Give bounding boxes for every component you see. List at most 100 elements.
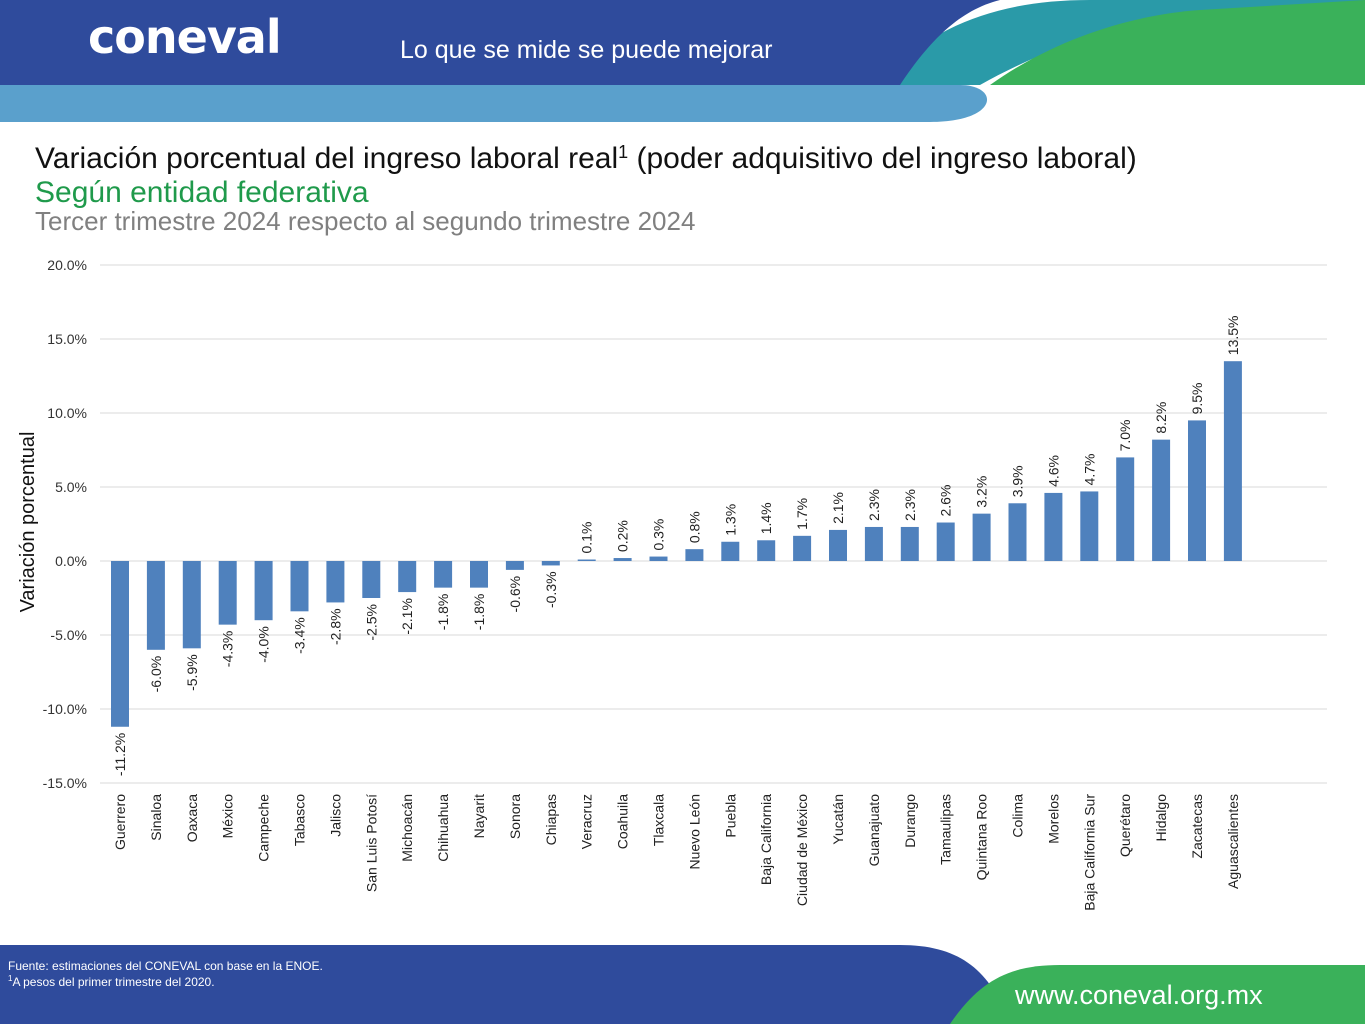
x-tick-label: Michoacán: [399, 794, 415, 862]
bar: [1223, 361, 1242, 561]
chart-subtitle: Según entidad federativa: [35, 176, 369, 209]
x-tick-label: México: [220, 794, 236, 839]
bar: [864, 526, 883, 561]
x-tick-label: Tlaxcala: [651, 794, 667, 846]
value-label: -2.1%: [399, 598, 415, 635]
x-tick-label: Yucatán: [830, 794, 846, 845]
bar: [1152, 439, 1171, 561]
x-tick-label: San Luis Potosí: [363, 794, 379, 892]
bar: [1116, 457, 1135, 561]
y-tick-label: -10.0%: [43, 701, 87, 717]
y-tick-label: 0.0%: [55, 553, 87, 569]
grid-lines: [100, 264, 1327, 784]
x-tick-label: Ciudad de México: [794, 794, 810, 906]
bar: [1044, 492, 1063, 561]
chart-title: Variación porcentual del ingreso laboral…: [35, 142, 1137, 176]
tagline: Lo que se mide se puede mejorar: [400, 36, 773, 64]
value-label: 3.2%: [974, 476, 990, 508]
x-tick-label: Tamaulipas: [938, 794, 954, 865]
bar: [721, 541, 740, 561]
bar: [1008, 503, 1027, 561]
bars: [111, 361, 1242, 727]
footnote-text: A pesos del primer trimestre del 2020.: [12, 975, 215, 989]
value-label: 2.3%: [866, 489, 882, 521]
bar: [434, 561, 453, 588]
bar: [936, 522, 955, 561]
value-label: 2.3%: [902, 489, 918, 521]
bar: [398, 561, 417, 593]
x-tick-label: Sonora: [507, 794, 523, 839]
x-axis-labels: Guerrero Sinaloa Oaxaca México Campeche Tabas…: [112, 794, 1241, 911]
value-label: 7.0%: [1117, 419, 1133, 451]
value-label: -0.3%: [543, 571, 559, 608]
chart-title-suffix: (poder adquisitivo del ingreso laboral): [628, 142, 1137, 175]
value-label: 2.6%: [938, 485, 954, 517]
x-tick-label: Chiapas: [543, 794, 559, 845]
x-tick-label: Hidalgo: [1153, 794, 1169, 842]
bar: [900, 526, 919, 561]
footnote: 1A pesos del primer trimestre del 2020.: [8, 974, 215, 989]
bar: [757, 540, 776, 561]
value-label: 0.2%: [615, 520, 631, 552]
value-label: 13.5%: [1225, 315, 1241, 355]
bar: [613, 558, 632, 561]
x-tick-label: Sinaloa: [148, 794, 164, 841]
value-label: 9.5%: [1189, 382, 1205, 414]
footnote-mark: 1: [8, 974, 13, 983]
source-note: Fuente: estimaciones del CONEVAL con bas…: [8, 959, 323, 973]
footer-banner: [0, 940, 1365, 1024]
x-tick-label: Coahuila: [615, 794, 631, 849]
x-tick-label: Nayarit: [471, 794, 487, 838]
chart-period: Tercer trimestre 2024 respecto al segund…: [35, 206, 696, 236]
x-tick-label: Quintana Roo: [974, 794, 990, 881]
website-link[interactable]: www.coneval.org.mx: [1015, 980, 1263, 1010]
bar: [972, 513, 991, 561]
value-label: -3.4%: [292, 617, 308, 654]
value-label: -6.0%: [148, 656, 164, 693]
x-tick-label: Campeche: [256, 794, 272, 862]
bar: [541, 561, 560, 566]
bar: [829, 529, 847, 561]
bar: [470, 561, 488, 588]
value-labels: -11.2% -6.0% -5.9% -4.3% -4.0% -3.4% -2.8% -2.5…: [112, 315, 1241, 776]
bar: [290, 561, 309, 612]
chart-title-main: Variación porcentual del ingreso laboral…: [35, 142, 619, 175]
value-label: 8.2%: [1153, 402, 1169, 434]
y-tick-label: -15.0%: [43, 775, 87, 791]
x-tick-label: Guanajuato: [866, 794, 882, 867]
x-tick-label: Aguascalientes: [1225, 794, 1241, 889]
x-tick-label: Nuevo León: [686, 794, 702, 870]
chart-title-superscript: 1: [618, 142, 629, 162]
bar: [505, 561, 524, 570]
bar: [793, 535, 812, 561]
x-tick-label: Veracruz: [579, 794, 595, 849]
header-banner: CONEVAL Lo que se mide se puede mejorar: [0, 0, 1365, 125]
value-label: -1.8%: [471, 594, 487, 631]
bar: [146, 561, 165, 650]
y-axis-ticks: -15.0% -10.0% -5.0% 0.0% 5.0% 10.0% 15.0% 20.0%: [43, 257, 87, 791]
x-tick-label: Durango: [902, 794, 918, 848]
value-label: 1.7%: [794, 498, 810, 530]
value-label: -0.6%: [507, 576, 523, 613]
x-tick-label: Guerrero: [112, 794, 128, 850]
value-label: 1.3%: [722, 504, 738, 536]
value-label: -4.0%: [256, 626, 272, 663]
value-label: 4.6%: [1045, 455, 1061, 487]
value-label: 0.1%: [579, 522, 595, 554]
x-tick-label: Zacatecas: [1189, 794, 1205, 859]
value-label: 2.1%: [830, 492, 846, 524]
x-tick-label: Oaxaca: [184, 794, 200, 842]
value-label: 1.4%: [758, 502, 774, 534]
bar: [649, 556, 668, 561]
value-label: -5.9%: [184, 654, 200, 691]
header-background: [0, 0, 1365, 125]
coneval-logo[interactable]: CONEVAL: [88, 10, 282, 64]
value-label: -2.5%: [363, 604, 379, 641]
bar: [218, 561, 237, 625]
x-tick-label: Chihuahua: [435, 794, 451, 862]
x-tick-label: Colima: [1010, 794, 1026, 838]
value-label: -2.8%: [327, 608, 343, 645]
bar: [326, 561, 345, 603]
x-tick-label: Baja California: [758, 794, 774, 885]
y-tick-label: 10.0%: [47, 405, 87, 421]
